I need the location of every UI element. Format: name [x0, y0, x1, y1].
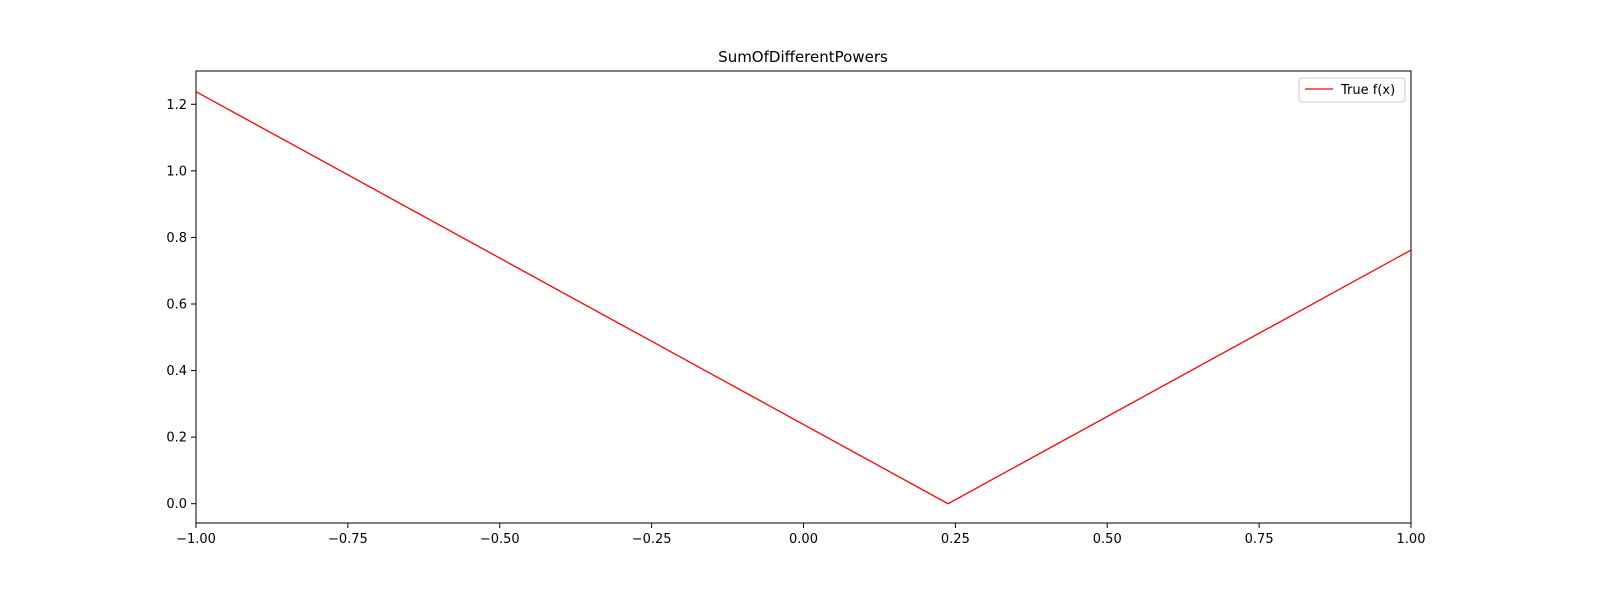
x-tick-label: −0.25 — [632, 532, 672, 547]
plot-frame — [195, 70, 1412, 524]
y-axis: 0.0 0.2 0.4 0.6 0.8 1.0 1.2 — [166, 98, 196, 512]
x-tick-label: 0.75 — [1245, 532, 1274, 547]
y-tick-label: 0.6 — [166, 297, 187, 312]
chart-title: SumOfDifferentPowers — [718, 48, 888, 66]
y-tick-label: 0.4 — [166, 364, 187, 379]
x-tick-label: −0.75 — [328, 532, 368, 547]
x-tick-label: −1.00 — [176, 532, 216, 547]
x-tick-label: 1.00 — [1397, 532, 1426, 547]
series-line-0 — [195, 91, 1412, 505]
y-tick-label: 0.0 — [166, 497, 187, 512]
plot-lines — [195, 91, 1412, 505]
y-tick-label: 1.0 — [166, 164, 187, 179]
x-axis: −1.00 −0.75 −0.50 −0.25 0.00 0.25 0.50 0.75 1.00 — [176, 523, 1425, 547]
legend: True f(x) — [1298, 77, 1406, 103]
legend-box — [1298, 77, 1406, 103]
y-tick-label: 0.2 — [166, 431, 187, 446]
y-tick-label: 1.2 — [166, 98, 187, 113]
x-tick-label: 0.00 — [789, 532, 818, 547]
y-tick-label: 0.8 — [166, 231, 187, 246]
x-tick-label: 0.50 — [1093, 532, 1122, 547]
x-tick-label: −0.50 — [480, 532, 520, 547]
legend-label: True f(x) — [1340, 83, 1395, 98]
x-tick-label: 0.25 — [941, 532, 970, 547]
